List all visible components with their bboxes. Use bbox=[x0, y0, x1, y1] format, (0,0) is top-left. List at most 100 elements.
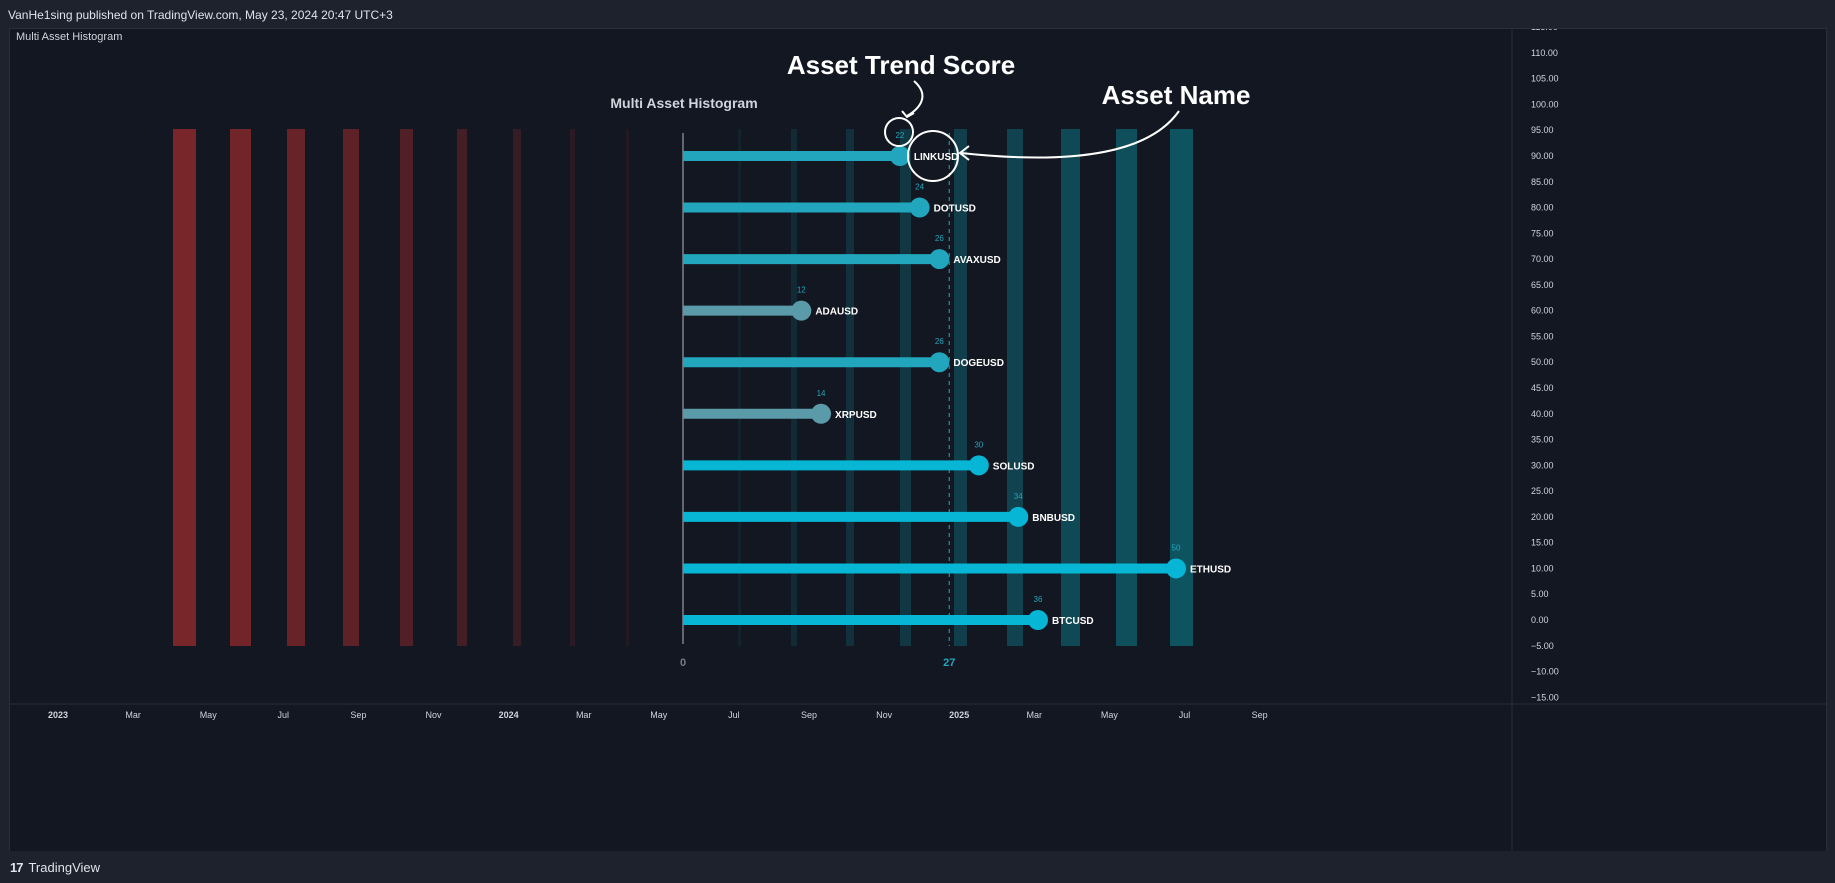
x-tick-6: 2024 bbox=[499, 710, 519, 720]
y-tick-4: 95.00 bbox=[1531, 125, 1554, 135]
band-teal-8 bbox=[1170, 129, 1193, 646]
y-tick-12: 55.00 bbox=[1531, 331, 1554, 341]
x-tick-16: Sep bbox=[1252, 710, 1268, 720]
chart-title: Multi Asset Histogram bbox=[610, 95, 757, 111]
annotation-score-title: Asset Trend Score bbox=[787, 50, 1015, 80]
band-teal-1 bbox=[791, 129, 797, 646]
y-tick-25: −10.00 bbox=[1531, 667, 1559, 677]
band-red-5 bbox=[457, 129, 467, 646]
band-red-2 bbox=[287, 129, 305, 646]
band-red-0 bbox=[173, 129, 196, 646]
x-tick-0: 2023 bbox=[48, 710, 68, 720]
y-tick-23: 0.00 bbox=[1531, 615, 1549, 625]
y-tick-24: −5.00 bbox=[1531, 641, 1554, 651]
band-teal-6 bbox=[1061, 129, 1080, 646]
dot-bnbusd bbox=[1008, 506, 1029, 527]
average-label: 27 bbox=[943, 657, 955, 669]
y-tick-7: 80.00 bbox=[1531, 203, 1554, 213]
x-tick-9: Jul bbox=[728, 710, 740, 720]
band-red-1 bbox=[230, 129, 251, 646]
x-tick-14: May bbox=[1101, 710, 1119, 720]
score-label-dotusd: 24 bbox=[915, 183, 924, 192]
y-tick-18: 25.00 bbox=[1531, 486, 1554, 496]
y-tick-17: 30.00 bbox=[1531, 460, 1554, 470]
band-teal-3 bbox=[900, 129, 911, 646]
score-label-adausd: 12 bbox=[797, 286, 806, 295]
annotation-name-arrowhead bbox=[958, 145, 970, 161]
x-tick-13: Mar bbox=[1027, 710, 1043, 720]
asset-name-xrpusd: XRPUSD bbox=[835, 410, 877, 421]
score-label-dogeusd: 26 bbox=[935, 337, 944, 346]
band-red-7 bbox=[570, 129, 575, 646]
y-tick-6: 85.00 bbox=[1531, 177, 1554, 187]
dot-xrpusd bbox=[811, 403, 832, 424]
y-tick-8: 75.00 bbox=[1531, 228, 1554, 238]
x-tick-7: Mar bbox=[576, 710, 592, 720]
annotation-score-circle bbox=[884, 117, 914, 147]
band-red-4 bbox=[400, 129, 413, 646]
band-red-3 bbox=[343, 129, 359, 646]
y-tick-14: 45.00 bbox=[1531, 383, 1554, 393]
x-tick-3: Jul bbox=[278, 710, 290, 720]
tradingview-logo[interactable]: 17 TradingView bbox=[10, 860, 100, 875]
x-tick-11: Nov bbox=[876, 710, 893, 720]
x-tick-5: Nov bbox=[425, 710, 442, 720]
asset-name-dogeusd: DOGEUSD bbox=[953, 358, 1004, 369]
y-tick-16: 35.00 bbox=[1531, 435, 1554, 445]
dot-dotusd bbox=[909, 197, 930, 218]
footer-bar: 17 TradingView bbox=[0, 851, 1835, 883]
dot-adausd bbox=[791, 300, 812, 321]
x-tick-4: Sep bbox=[350, 710, 366, 720]
annotation-score-arrowhead bbox=[901, 110, 915, 119]
histogram-chart[interactable]: 0 27 Multi Asset Histogram Multi Asset Hist… bbox=[10, 29, 1826, 851]
asset-name-avaxusd: AVAXUSD bbox=[953, 255, 1000, 266]
x-tick-15: Jul bbox=[1179, 710, 1191, 720]
asset-name-btcusd: BTCUSD bbox=[1052, 616, 1094, 627]
annotation-name-circle bbox=[907, 130, 959, 182]
annotation-score-arrow bbox=[906, 80, 924, 117]
dot-solusd bbox=[968, 455, 989, 476]
tradingview-mark-icon: 17 bbox=[10, 860, 24, 875]
asset-name-dotusd: DOTUSD bbox=[934, 204, 976, 215]
asset-name-solusd: SOLUSD bbox=[993, 461, 1035, 472]
annotation-name-arrow bbox=[960, 110, 1180, 159]
tradingview-brand: TradingView bbox=[28, 860, 101, 875]
asset-name-bnbusd: BNBUSD bbox=[1032, 513, 1075, 524]
dot-dogeusd bbox=[929, 352, 950, 373]
y-tick-2: 105.00 bbox=[1531, 74, 1559, 84]
band-red-8 bbox=[626, 129, 629, 646]
y-tick-21: 10.00 bbox=[1531, 563, 1554, 573]
y-tick-0: 115.00 bbox=[1531, 29, 1558, 32]
y-tick-3: 100.00 bbox=[1531, 99, 1559, 109]
dot-linkusd bbox=[889, 146, 910, 166]
annotation-name-title: Asset Name bbox=[1102, 80, 1251, 110]
y-tick-20: 15.00 bbox=[1531, 538, 1554, 548]
y-tick-9: 70.00 bbox=[1531, 254, 1554, 264]
publish-header: VanHe1sing published on TradingView.com,… bbox=[0, 0, 1835, 28]
dot-ethusd bbox=[1166, 558, 1186, 579]
score-label-avaxusd: 26 bbox=[935, 234, 944, 243]
y-tick-15: 40.00 bbox=[1531, 409, 1554, 419]
y-tick-1: 110.00 bbox=[1531, 48, 1558, 58]
x-tick-12: 2025 bbox=[949, 710, 969, 720]
score-label-linkusd: 22 bbox=[895, 131, 904, 140]
zero-label: 0 bbox=[680, 657, 686, 669]
chart-pane[interactable]: 0 27 Multi Asset Histogram Multi Asset Hist… bbox=[9, 28, 1827, 852]
y-tick-19: 20.00 bbox=[1531, 512, 1554, 522]
score-label-solusd: 30 bbox=[974, 440, 983, 449]
pane-label: Multi Asset Histogram bbox=[16, 31, 122, 43]
asset-name-linkusd: LINKUSD bbox=[914, 152, 958, 163]
asset-name-adausd: ADAUSD bbox=[815, 307, 858, 318]
band-teal-0 bbox=[738, 129, 741, 646]
y-tick-10: 65.00 bbox=[1531, 280, 1554, 290]
band-teal-2 bbox=[846, 129, 854, 646]
published-info: VanHe1sing published on TradingView.com,… bbox=[8, 8, 393, 22]
y-tick-26: −15.00 bbox=[1531, 692, 1559, 702]
y-tick-22: 5.00 bbox=[1531, 589, 1549, 599]
x-tick-10: Sep bbox=[801, 710, 817, 720]
x-tick-2: May bbox=[200, 710, 218, 720]
x-tick-8: May bbox=[650, 710, 668, 720]
score-label-ethusd: 50 bbox=[1172, 543, 1181, 552]
x-tick-1: Mar bbox=[125, 710, 141, 720]
y-tick-5: 90.00 bbox=[1531, 151, 1554, 161]
